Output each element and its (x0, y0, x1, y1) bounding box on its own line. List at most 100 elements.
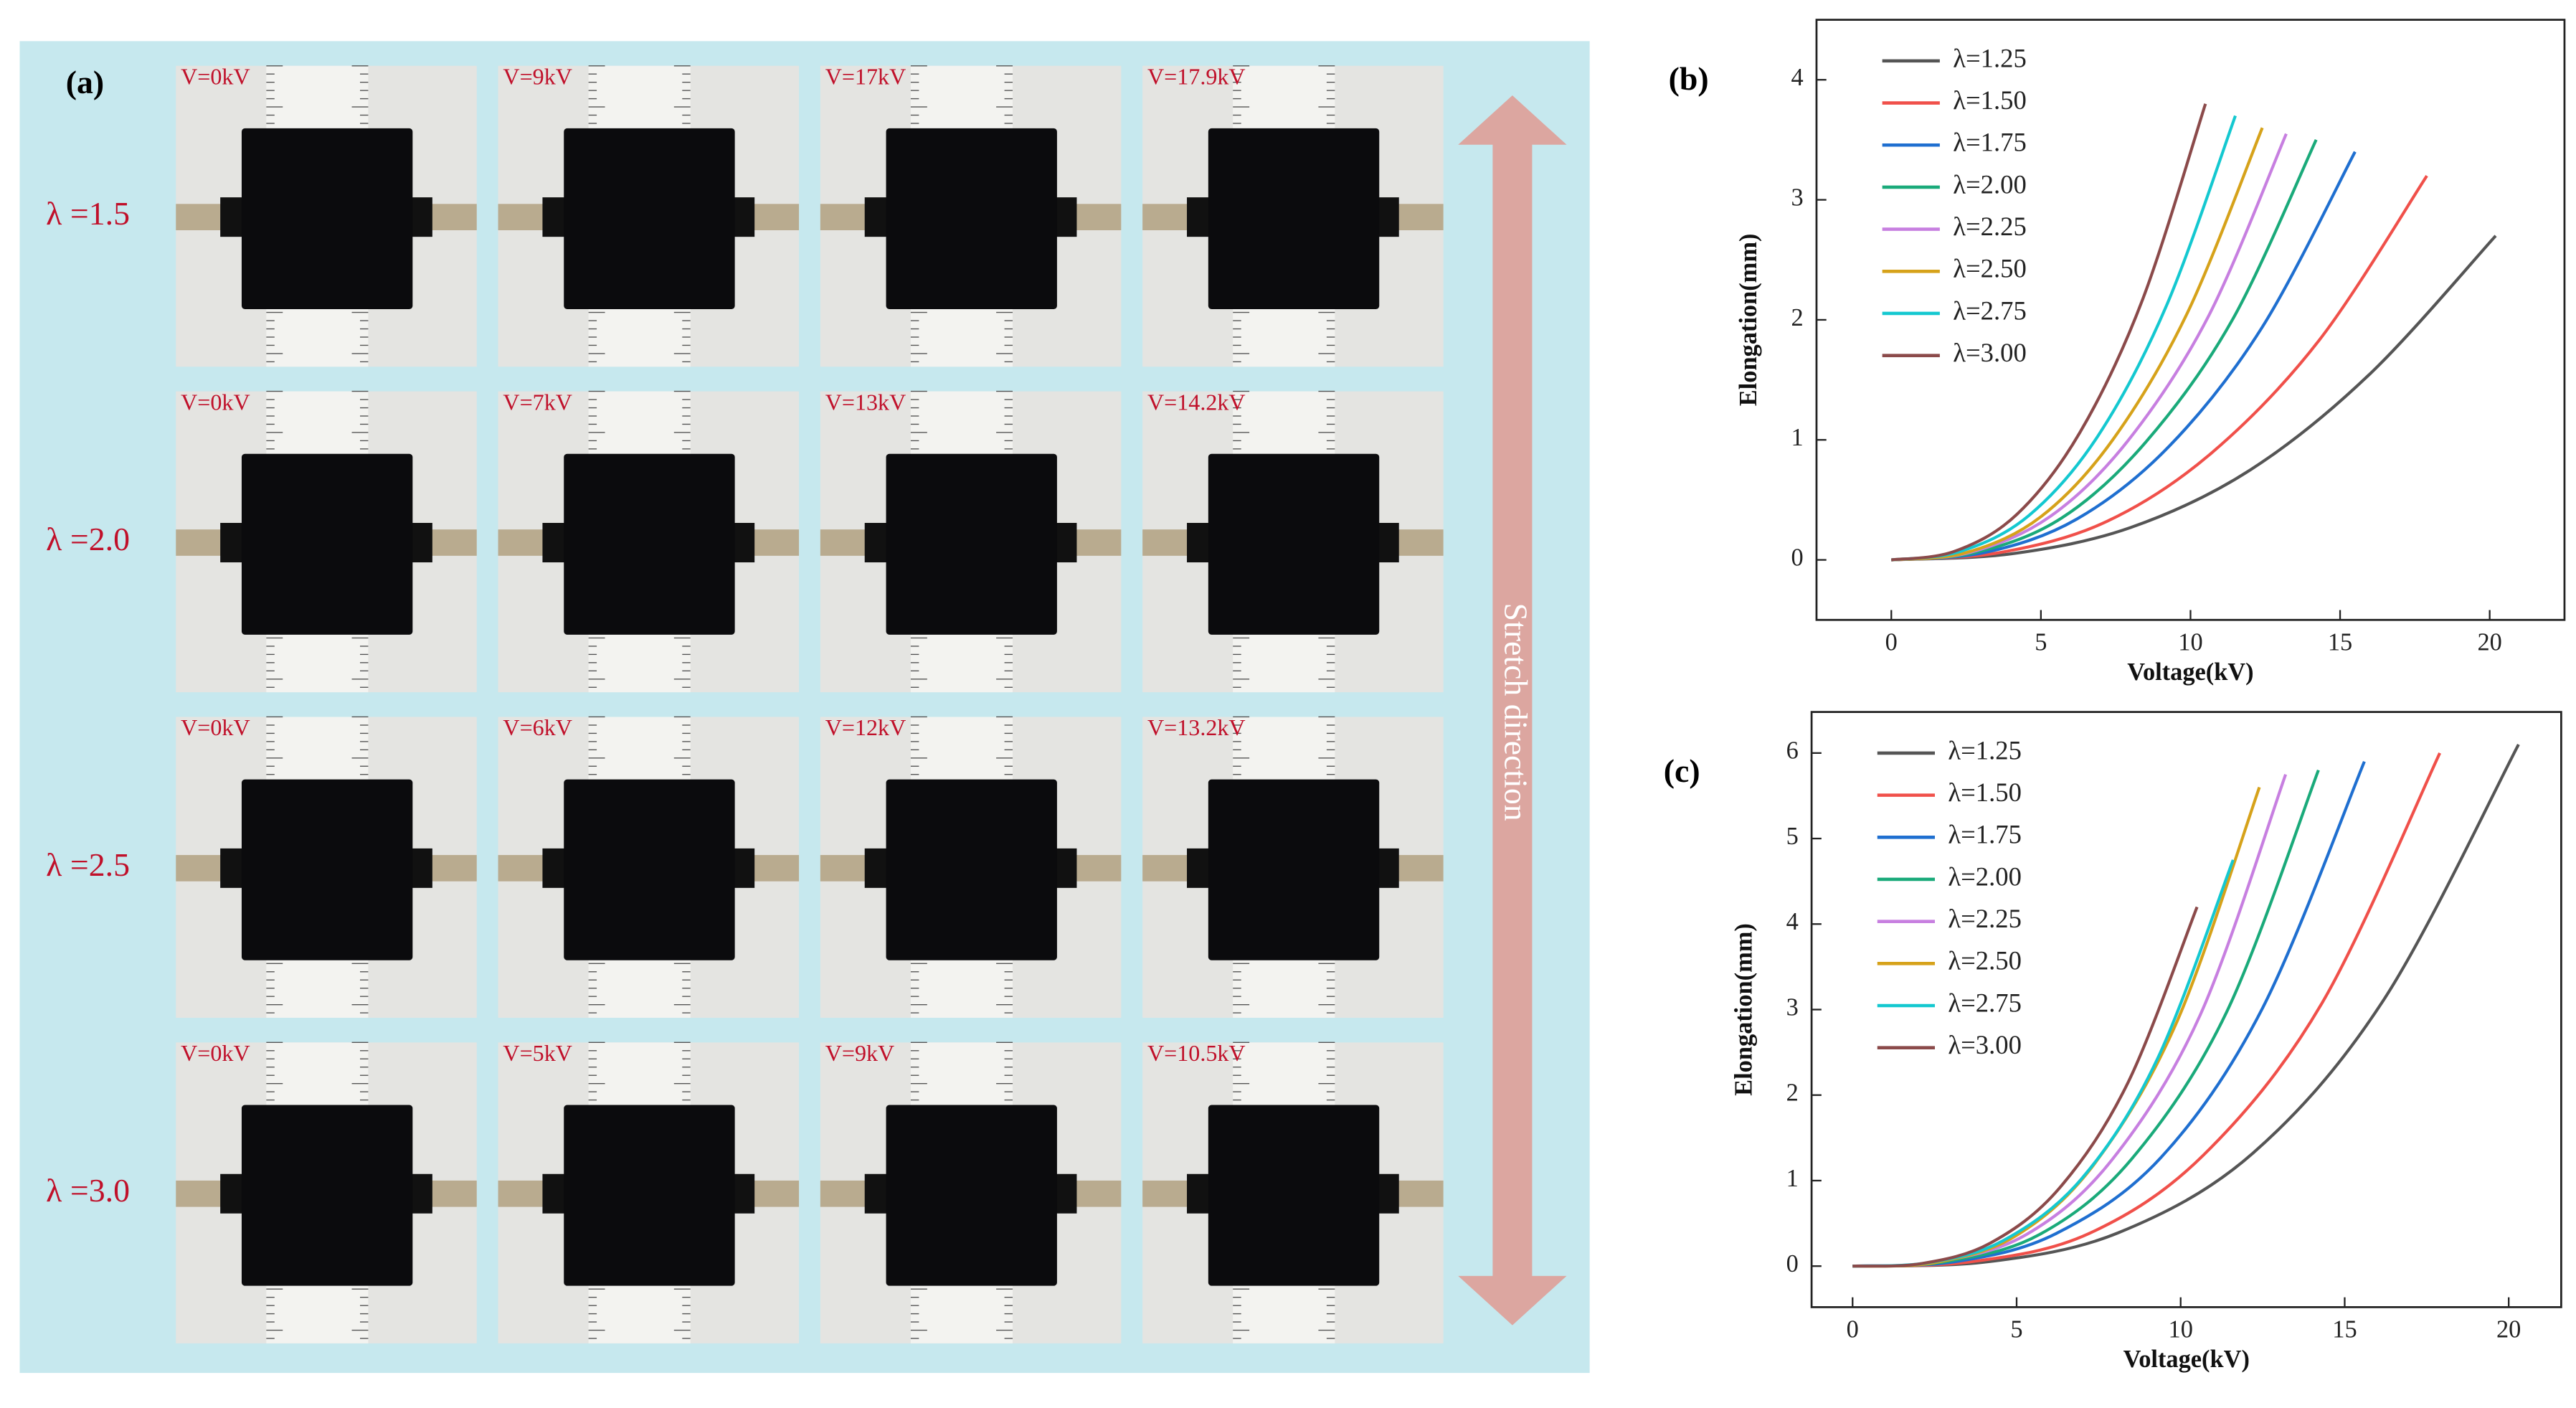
photo (498, 1041, 800, 1343)
voltage-label: V=6kV (503, 714, 572, 740)
photo (176, 716, 477, 1018)
photo (176, 65, 477, 367)
series-line (1852, 906, 2199, 1268)
lambda-label: λ =2.0 (46, 521, 130, 557)
legend-label: λ=2.00 (1948, 861, 2022, 891)
sample (1208, 128, 1380, 310)
series-line (1891, 127, 2264, 562)
sample (564, 453, 735, 635)
sample (886, 128, 1057, 310)
voltage-label: V=7kV (503, 389, 572, 415)
sample (564, 1105, 735, 1286)
legend-label: λ=1.25 (1953, 43, 2027, 72)
voltage-label: V=9kV (825, 1040, 895, 1066)
x-tick-label: 5 (2010, 1316, 2022, 1343)
sample (1208, 779, 1380, 960)
legend-label: λ=2.50 (1953, 254, 2027, 283)
series-line (1891, 139, 2318, 562)
photo (820, 716, 1122, 1018)
voltage-label: V=13kV (825, 389, 906, 415)
legend-label: λ=2.75 (1953, 296, 2027, 325)
y-tick-label: 0 (1786, 1250, 1799, 1277)
panel-label: (c) (1664, 752, 1700, 789)
series-line (1852, 769, 2320, 1268)
voltage-label: V=17kV (825, 63, 906, 89)
series-line (1852, 743, 2520, 1268)
legend-label: λ=2.00 (1953, 169, 2027, 199)
lambda-label: λ =1.5 (46, 195, 130, 232)
photo (820, 1041, 1122, 1343)
lambda-label: λ =2.5 (46, 846, 130, 883)
series-line (1852, 760, 2366, 1268)
plot-frame (1815, 19, 2566, 621)
photo (820, 65, 1122, 367)
y-tick-label: 3 (1791, 184, 1803, 211)
photo (498, 65, 800, 367)
lambda-label: λ =3.0 (46, 1172, 130, 1209)
x-tick-label: 10 (2178, 629, 2202, 656)
y-tick-label: 2 (1786, 1079, 1799, 1107)
legend-label: λ=1.75 (1953, 128, 2027, 157)
legend-label: λ=2.75 (1948, 988, 2022, 1017)
sample (241, 128, 413, 310)
photo (1142, 65, 1444, 367)
y-tick-label: 6 (1786, 737, 1799, 765)
legend-label: λ=3.00 (1948, 1030, 2022, 1059)
voltage-label: V=0kV (181, 1040, 250, 1066)
voltage-label: V=14.2kV (1147, 389, 1246, 415)
legend-label: λ=2.50 (1948, 946, 2022, 975)
photo (176, 390, 477, 693)
voltage-label: V=12kV (825, 714, 906, 740)
x-tick-label: 10 (2169, 1316, 2193, 1343)
voltage-label: V=10.5kV (1147, 1040, 1246, 1066)
sample (241, 779, 413, 960)
photo (498, 716, 800, 1018)
arrow-label: Stretch direction (1497, 603, 1534, 821)
legend-label: λ=1.25 (1948, 735, 2022, 765)
x-tick-label: 0 (1847, 1316, 1859, 1343)
sample (564, 779, 735, 960)
voltage-label: V=13.2kV (1147, 714, 1246, 740)
x-tick-label: 20 (2496, 1316, 2521, 1343)
voltage-label: V=0kV (181, 63, 250, 89)
photo (1142, 1041, 1444, 1343)
photo (498, 390, 800, 693)
y-tick-label: 5 (1786, 823, 1799, 850)
voltage-label: V=9kV (503, 63, 572, 89)
sample (1208, 1105, 1380, 1286)
legend-label: λ=3.00 (1953, 338, 2027, 367)
x-axis-label: Voltage(kV) (2123, 1346, 2250, 1373)
photo (1142, 716, 1444, 1018)
voltage-label: V=17.9kV (1147, 63, 1246, 89)
series-line (1891, 151, 2357, 562)
y-axis-label: Elongation(mm) (1730, 923, 1757, 1096)
sample (564, 128, 735, 310)
sample (1208, 453, 1380, 635)
stretch-arrow (1458, 95, 1567, 1326)
x-tick-label: 15 (2328, 629, 2352, 656)
photo (1142, 390, 1444, 693)
sample (241, 1105, 413, 1286)
y-tick-label: 1 (1786, 1165, 1799, 1192)
y-axis-label: Elongation(mm) (1735, 234, 1762, 407)
legend-label: λ=1.50 (1948, 778, 2022, 807)
series-line (1891, 133, 2288, 562)
series-line (1890, 103, 2207, 562)
x-axis-label: Voltage(kV) (2127, 658, 2253, 686)
legend-label: λ=1.75 (1948, 820, 2022, 849)
sample (886, 1105, 1057, 1286)
photo (176, 1041, 477, 1343)
legend-label: λ=2.25 (1948, 904, 2022, 933)
x-tick-label: 5 (2035, 629, 2047, 656)
y-tick-label: 1 (1791, 424, 1803, 451)
sample (886, 453, 1057, 635)
series-line (1891, 115, 2237, 562)
voltage-label: V=0kV (181, 389, 250, 415)
panel-label: (a) (66, 64, 104, 100)
y-tick-label: 4 (1791, 64, 1803, 91)
legend-label: λ=2.25 (1953, 212, 2027, 241)
series-line (1891, 235, 2497, 562)
sample (886, 779, 1057, 960)
